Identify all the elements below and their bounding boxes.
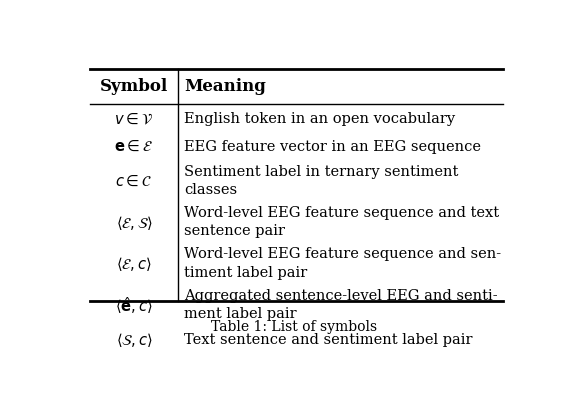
Text: $v \in \mathcal{V}$: $v \in \mathcal{V}$: [114, 111, 154, 126]
Text: Text sentence and sentiment label pair: Text sentence and sentiment label pair: [184, 334, 472, 347]
Text: Word-level EEG feature sequence and text
sentence pair: Word-level EEG feature sequence and text…: [184, 206, 499, 238]
Text: English token in an open vocabulary: English token in an open vocabulary: [184, 111, 455, 125]
Text: Word-level EEG feature sequence and sen-
timent label pair: Word-level EEG feature sequence and sen-…: [184, 247, 501, 280]
Text: Table 1: List of symbols: Table 1: List of symbols: [211, 320, 377, 334]
Text: $\langle \mathcal{S}, c \rangle$: $\langle \mathcal{S}, c \rangle$: [115, 332, 153, 349]
Text: $\langle \mathcal{E}, c \rangle$: $\langle \mathcal{E}, c \rangle$: [116, 255, 152, 273]
Text: $\langle \mathcal{E}, \mathcal{S} \rangle$: $\langle \mathcal{E}, \mathcal{S} \rangl…: [115, 214, 153, 232]
Text: $\langle \hat{\mathbf{e}}, c \rangle$: $\langle \hat{\mathbf{e}}, c \rangle$: [115, 295, 153, 316]
Text: Symbol: Symbol: [100, 78, 168, 96]
Text: $\mathbf{e} \in \mathcal{E}$: $\mathbf{e} \in \mathcal{E}$: [114, 140, 154, 154]
Text: Meaning: Meaning: [184, 78, 266, 96]
Text: Sentiment label in ternary sentiment
classes: Sentiment label in ternary sentiment cla…: [184, 164, 458, 197]
Text: $c \in \mathcal{C}$: $c \in \mathcal{C}$: [115, 174, 153, 189]
Text: Aggregated sentence-level EEG and senti-
ment label pair: Aggregated sentence-level EEG and senti-…: [184, 289, 498, 321]
Text: EEG feature vector in an EEG sequence: EEG feature vector in an EEG sequence: [184, 140, 481, 154]
